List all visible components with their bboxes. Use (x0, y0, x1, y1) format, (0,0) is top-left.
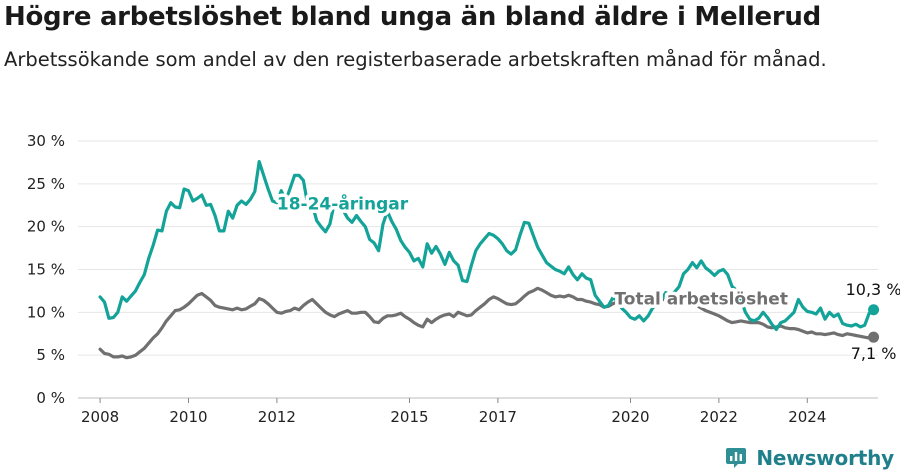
x-tick-label: 2010 (169, 408, 207, 426)
x-tick-label: 2024 (788, 408, 826, 426)
series-line-18-24-åringar (98, 160, 876, 332)
y-tick-label: 15 % (27, 261, 65, 279)
chart-title: Högre arbetslöshet bland unga än bland ä… (4, 2, 821, 32)
series-line-total-arbetslöshet (98, 286, 876, 360)
series-labels: 18-24-åringar 10,3 % Total arbetslöshet 7,1… (273, 189, 900, 363)
series-label-total-arbetslöshet: Total arbetslöshet (614, 290, 788, 310)
series-lines (98, 160, 880, 360)
y-axis-ticks: 0 % 5 % 10 % 15 % 20 % 25 % 30 % (27, 132, 65, 407)
brand-name: Newsworthy (756, 446, 894, 470)
x-tick-label: 2008 (81, 408, 119, 426)
series-label-18-24-åringar: 18-24-åringar (277, 193, 409, 215)
y-tick-label: 25 % (27, 175, 65, 193)
y-tick-label: 5 % (36, 346, 65, 364)
x-tick-label: 2012 (258, 408, 296, 426)
y-tick-label: 10 % (27, 303, 65, 321)
chart-subtitle: Arbetssökande som andel av den registerb… (4, 48, 827, 71)
y-tick-label: 20 % (27, 218, 65, 236)
end-value-label-total-arbetslöshet: 7,1 % (851, 344, 897, 363)
x-tick-label: 2022 (700, 408, 738, 426)
x-tick-label: 2015 (390, 408, 428, 426)
y-tick-label: 0 % (36, 389, 65, 407)
x-tick-label: 2020 (611, 408, 649, 426)
end-point-total-arbetslöshet (868, 331, 880, 343)
grid-lines (78, 140, 878, 399)
x-tick-label: 2017 (479, 408, 517, 426)
newsworthy-brand: Newsworthy (724, 446, 894, 470)
end-point-18-24-åringar (868, 304, 880, 316)
y-tick-label: 30 % (27, 132, 65, 150)
x-axis-ticks: 2008 2010 2012 2015 2017 2020 2022 2024 (81, 398, 826, 426)
bar-chart-logo-icon (726, 448, 747, 468)
end-value-label-18-24-åringar: 10,3 % (846, 280, 900, 299)
